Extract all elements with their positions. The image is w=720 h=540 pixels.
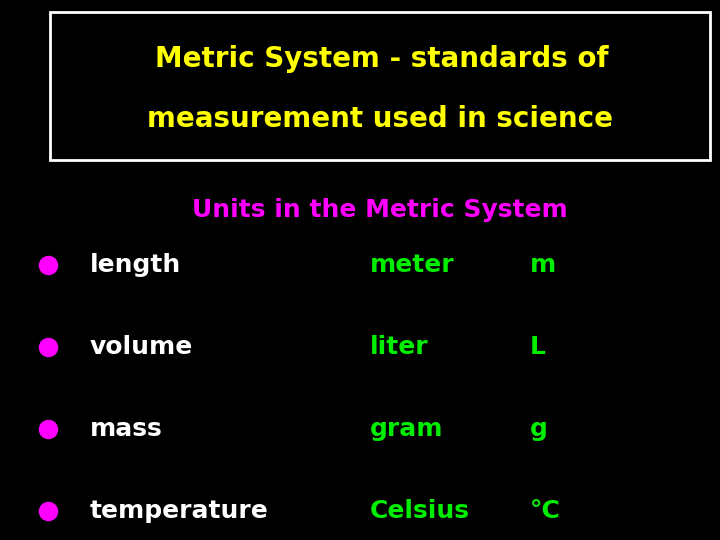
Text: m: m: [530, 253, 557, 277]
Text: mass: mass: [90, 417, 163, 441]
Text: Celsius: Celsius: [370, 499, 470, 523]
Text: °C: °C: [530, 499, 561, 523]
Text: liter: liter: [370, 335, 428, 359]
Text: gram: gram: [370, 417, 444, 441]
Text: Metric System: Metric System: [155, 45, 380, 73]
Text: length: length: [90, 253, 181, 277]
Text: Units in the Metric System: Units in the Metric System: [192, 198, 568, 222]
Text: meter: meter: [370, 253, 454, 277]
Text: volume: volume: [90, 335, 193, 359]
Text: temperature: temperature: [90, 499, 269, 523]
Text: - standards of: - standards of: [380, 45, 608, 73]
Text: L: L: [530, 335, 546, 359]
Bar: [50, 12, 710, 160]
Text: g: g: [530, 417, 548, 441]
Text: measurement used in science: measurement used in science: [147, 105, 613, 132]
